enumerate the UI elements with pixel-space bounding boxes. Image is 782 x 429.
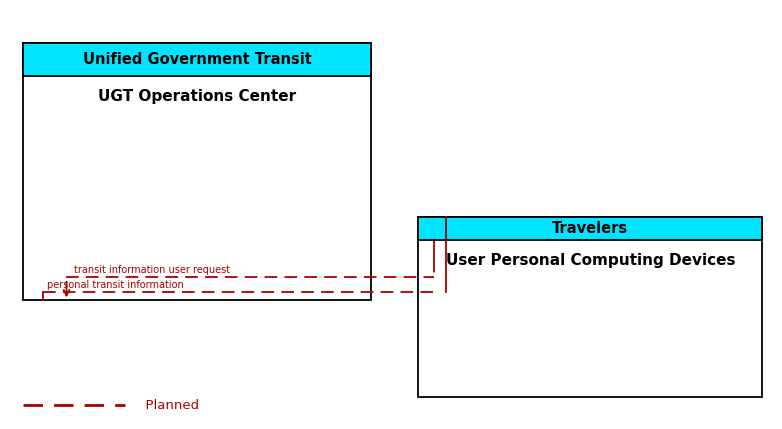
Bar	[418, 217, 762, 397]
Text: Planned: Planned	[137, 399, 199, 412]
Text: Travelers: Travelers	[552, 221, 629, 236]
Text: UGT Operations Center: UGT Operations Center	[99, 89, 296, 104]
Text: User Personal Computing Devices: User Personal Computing Devices	[446, 253, 735, 268]
Text: Unified Government Transit: Unified Government Transit	[83, 52, 312, 67]
Bar	[23, 43, 371, 300]
Text: personal transit information: personal transit information	[47, 280, 184, 290]
Bar	[418, 217, 762, 240]
Bar	[23, 43, 371, 76]
Text: transit information user request: transit information user request	[74, 265, 231, 275]
